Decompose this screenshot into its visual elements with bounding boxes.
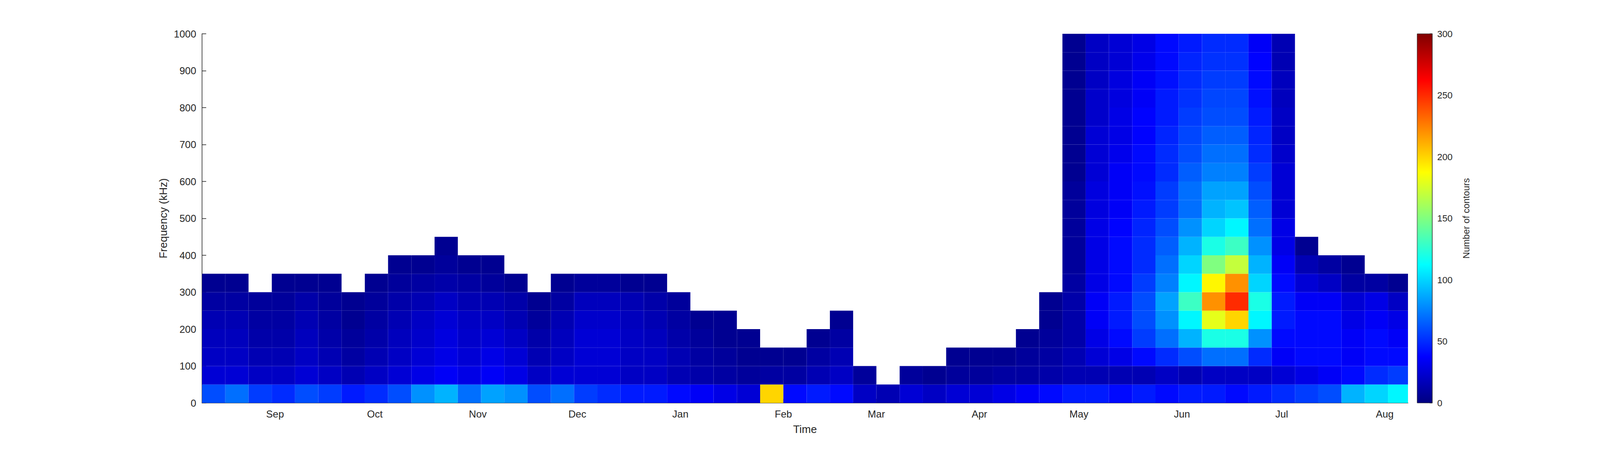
- svg-text:1000: 1000: [174, 28, 197, 40]
- svg-text:Feb: Feb: [774, 408, 792, 420]
- svg-text:600: 600: [179, 176, 197, 188]
- svg-text:Apr: Apr: [971, 408, 988, 420]
- svg-text:150: 150: [1437, 213, 1453, 224]
- svg-text:Nov: Nov: [468, 408, 487, 420]
- svg-text:100: 100: [179, 360, 197, 372]
- svg-text:Jul: Jul: [1275, 408, 1289, 420]
- svg-text:700: 700: [179, 139, 197, 151]
- svg-text:Time: Time: [793, 423, 817, 436]
- svg-text:200: 200: [1437, 151, 1453, 163]
- svg-text:Aug: Aug: [1375, 408, 1394, 420]
- svg-text:0: 0: [190, 397, 197, 410]
- svg-text:50: 50: [1437, 336, 1448, 347]
- svg-text:May: May: [1069, 408, 1089, 420]
- svg-text:300: 300: [1437, 28, 1453, 40]
- svg-text:Frequency (kHz): Frequency (kHz): [156, 178, 170, 259]
- svg-text:200: 200: [179, 323, 197, 336]
- svg-text:800: 800: [179, 102, 197, 114]
- svg-text:Dec: Dec: [568, 408, 587, 420]
- svg-text:Sep: Sep: [266, 408, 285, 420]
- svg-text:Jan: Jan: [672, 408, 689, 420]
- svg-text:Mar: Mar: [867, 408, 885, 420]
- svg-text:400: 400: [179, 250, 197, 262]
- svg-text:300: 300: [179, 286, 197, 299]
- svg-text:500: 500: [179, 212, 197, 225]
- svg-text:900: 900: [179, 65, 197, 77]
- svg-text:Oct: Oct: [366, 408, 383, 420]
- svg-text:Jun: Jun: [1173, 408, 1191, 420]
- svg-text:Number of contours: Number of contours: [1460, 178, 1472, 259]
- svg-text:0: 0: [1437, 398, 1443, 409]
- svg-text:250: 250: [1437, 90, 1453, 101]
- svg-text:100: 100: [1437, 275, 1453, 286]
